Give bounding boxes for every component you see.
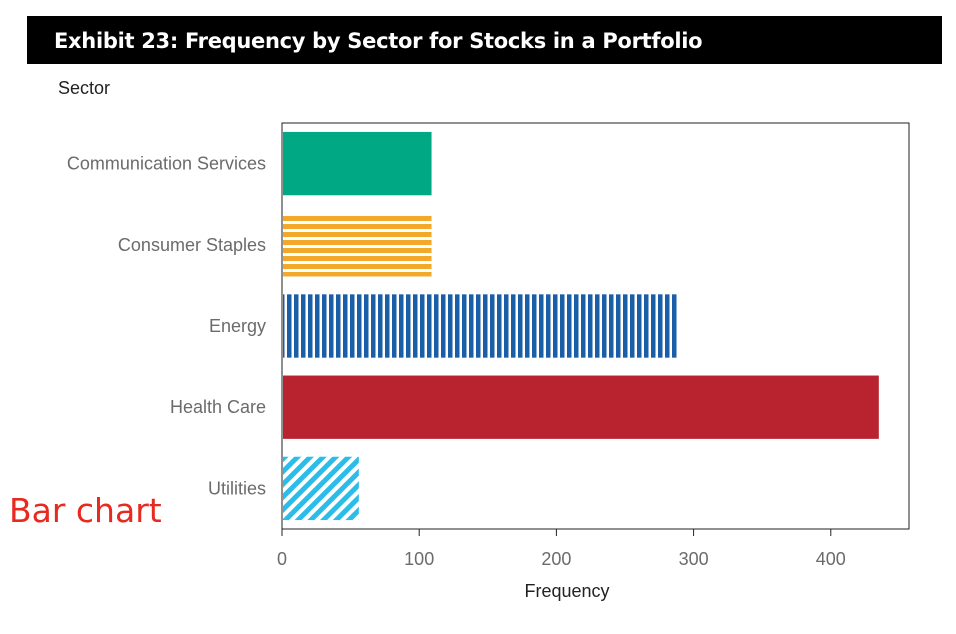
x-tick-label-100: 100 [404, 549, 434, 569]
side-note: Bar chart [9, 491, 162, 530]
chart-title: Exhibit 23: Frequency by Sector for Stoc… [27, 16, 942, 64]
x-tick-label-200: 200 [541, 549, 571, 569]
bar-communication-services [283, 131, 432, 196]
plot-frame [281, 122, 910, 530]
y-axis-label: Sector [58, 78, 111, 98]
x-tick-label-0: 0 [277, 549, 287, 569]
bar-health-care [283, 375, 879, 439]
bar-energy [283, 294, 679, 358]
y-tick-label-communication-services: Communication Services [67, 154, 266, 174]
y-tick-label-utilities: Utilities [208, 478, 266, 498]
bar-utilities [283, 456, 359, 521]
x-tick-label-400: 400 [816, 549, 846, 569]
y-tick-label-health-care: Health Care [170, 397, 266, 417]
y-tick-label-consumer-staples: Consumer Staples [118, 235, 266, 255]
x-axis-label: Frequency [524, 581, 609, 601]
y-tick-label-energy: Energy [209, 316, 266, 336]
x-tick-label-300: 300 [679, 549, 709, 569]
bar-consumer-staples [283, 213, 432, 277]
